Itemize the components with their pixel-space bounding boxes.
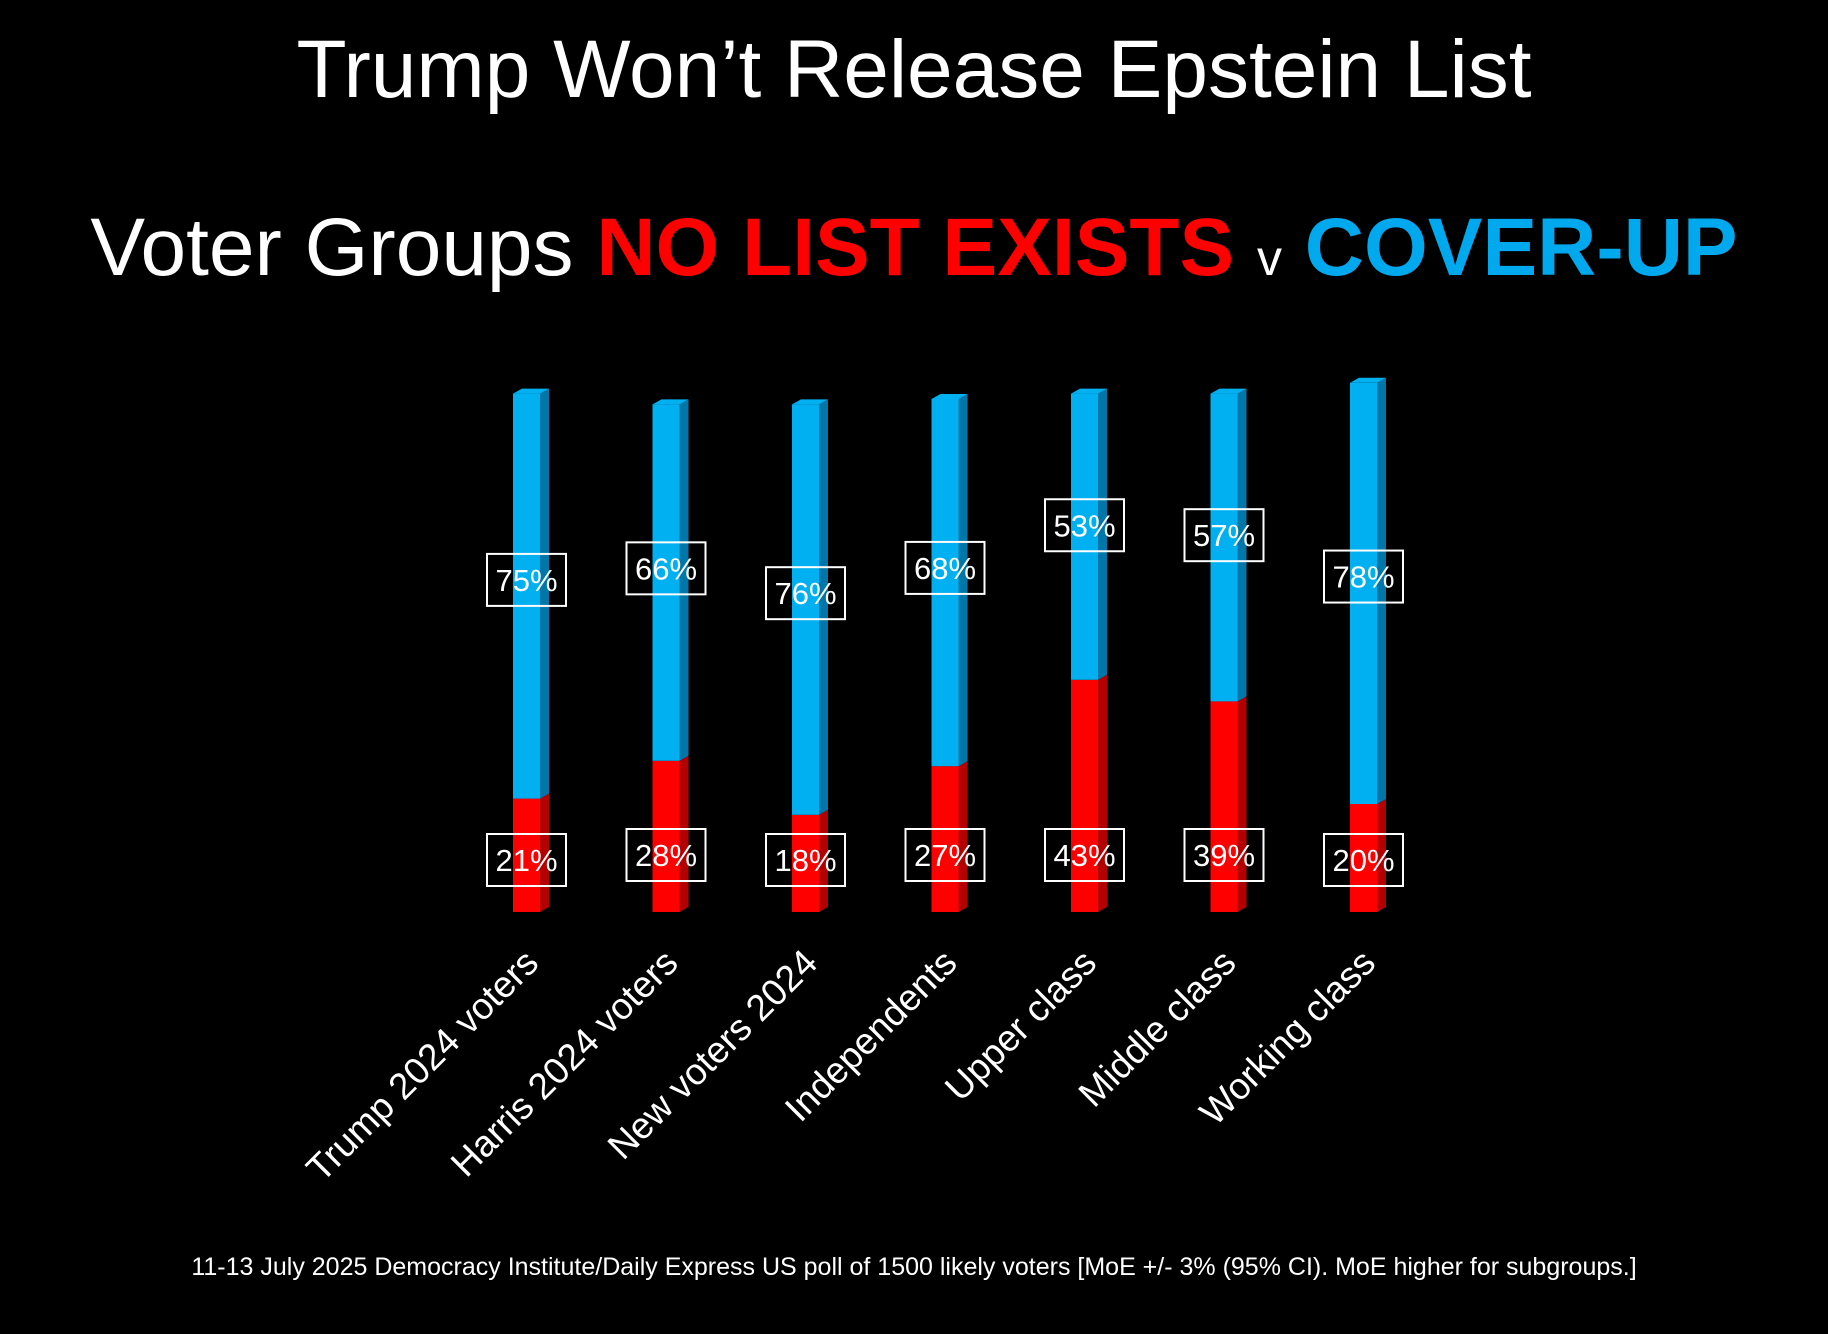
- cover-up-label-4-box: [1044, 498, 1125, 553]
- no-list-label-4: 43%: [1053, 838, 1115, 873]
- no-list-label-0-box: [486, 833, 567, 887]
- cover-up-label-1-box: [625, 541, 707, 596]
- bar-top-3: [931, 394, 968, 399]
- bar-no-list-5: [1210, 701, 1238, 912]
- source-footnote: 11-13 July 2025 Democracy Institute/Dail…: [191, 1253, 1637, 1281]
- cover-up-label-0: 75%: [495, 563, 557, 598]
- cover-up-label-5: 57%: [1193, 518, 1255, 553]
- subtitle-no-list-exists: NO LIST EXISTS: [596, 202, 1235, 293]
- slide-subtitle: Voter Groups NO LIST EXISTS v COVER-UP: [0, 198, 1828, 308]
- bar-top-5: [1210, 388, 1247, 394]
- bar-top-2: [792, 399, 828, 405]
- subtitle-versus: v: [1257, 230, 1282, 286]
- category-label-1: Harris 2024 voters: [443, 942, 686, 1185]
- cover-up-label-2: 76%: [774, 576, 836, 611]
- bar-no-list-3: [931, 766, 959, 912]
- bar-cover-up-1: [652, 404, 680, 761]
- bar-top-1: [652, 399, 689, 405]
- no-list-label-1: 28%: [635, 838, 697, 873]
- bar-no-list-4-side: [1098, 674, 1107, 912]
- cover-up-label-3: 68%: [914, 551, 976, 586]
- bar-no-list-6-side: [1377, 799, 1386, 912]
- no-list-label-6: 20%: [1332, 843, 1394, 878]
- no-list-label-1-box: [625, 828, 707, 882]
- bar-top-6: [1350, 377, 1386, 383]
- bar-cover-up-4-side: [1098, 388, 1107, 680]
- bar-cover-up-3-side: [958, 394, 968, 767]
- no-list-label-3: 27%: [914, 838, 976, 873]
- bar-cover-up-5-side: [1237, 388, 1247, 702]
- no-list-label-3-box: [904, 828, 986, 882]
- bar-no-list-0: [513, 798, 540, 912]
- bar-top-0: [513, 388, 549, 394]
- no-list-label-5-box: [1183, 828, 1265, 882]
- bar-no-list-5-side: [1237, 696, 1247, 912]
- slide-title: Trump Won’t Release Epstein List: [296, 24, 1532, 115]
- bar-cover-up-6: [1350, 382, 1377, 804]
- subtitle-cover-up: COVER-UP: [1304, 202, 1738, 293]
- cover-up-label-6-box: [1323, 549, 1404, 604]
- cover-up-label-6: 78%: [1332, 560, 1394, 595]
- cover-up-label-5-box: [1183, 508, 1265, 563]
- no-list-label-0: 21%: [495, 843, 557, 878]
- cover-up-label-1: 66%: [635, 551, 697, 586]
- bar-no-list-3-side: [958, 761, 968, 912]
- no-list-label-5: 39%: [1193, 838, 1255, 873]
- bar-cover-up-0-side: [540, 388, 549, 799]
- no-list-label-6-box: [1323, 833, 1404, 887]
- bar-cover-up-2: [792, 404, 819, 815]
- bar-cover-up-6-side: [1377, 377, 1386, 804]
- bar-cover-up-5: [1210, 393, 1238, 702]
- category-label-0: Trump 2024 voters: [299, 942, 547, 1190]
- no-list-label-2: 18%: [774, 843, 836, 878]
- cover-up-label-4: 53%: [1053, 508, 1115, 543]
- cover-up-label-3-box: [904, 540, 986, 595]
- bar-no-list-1: [652, 760, 680, 912]
- bar-cover-up-3: [931, 399, 959, 767]
- bar-no-list-2: [792, 814, 819, 912]
- cover-up-label-0-box: [486, 552, 567, 607]
- no-list-label-4-box: [1044, 828, 1125, 882]
- bar-cover-up-0: [513, 393, 540, 799]
- bar-no-list-1-side: [679, 755, 689, 912]
- bar-no-list-6: [1350, 804, 1377, 912]
- no-list-label-2-box: [765, 833, 846, 887]
- bar-no-list-4: [1071, 679, 1098, 912]
- bar-no-list-0-side: [540, 793, 549, 912]
- bar-cover-up-2-side: [819, 399, 828, 815]
- bar-cover-up-4: [1071, 393, 1098, 680]
- bar-cover-up-1-side: [679, 399, 689, 761]
- subtitle-prefix: Voter Groups: [90, 202, 574, 293]
- cover-up-label-2-box: [765, 566, 846, 621]
- bar-top-4: [1071, 388, 1107, 394]
